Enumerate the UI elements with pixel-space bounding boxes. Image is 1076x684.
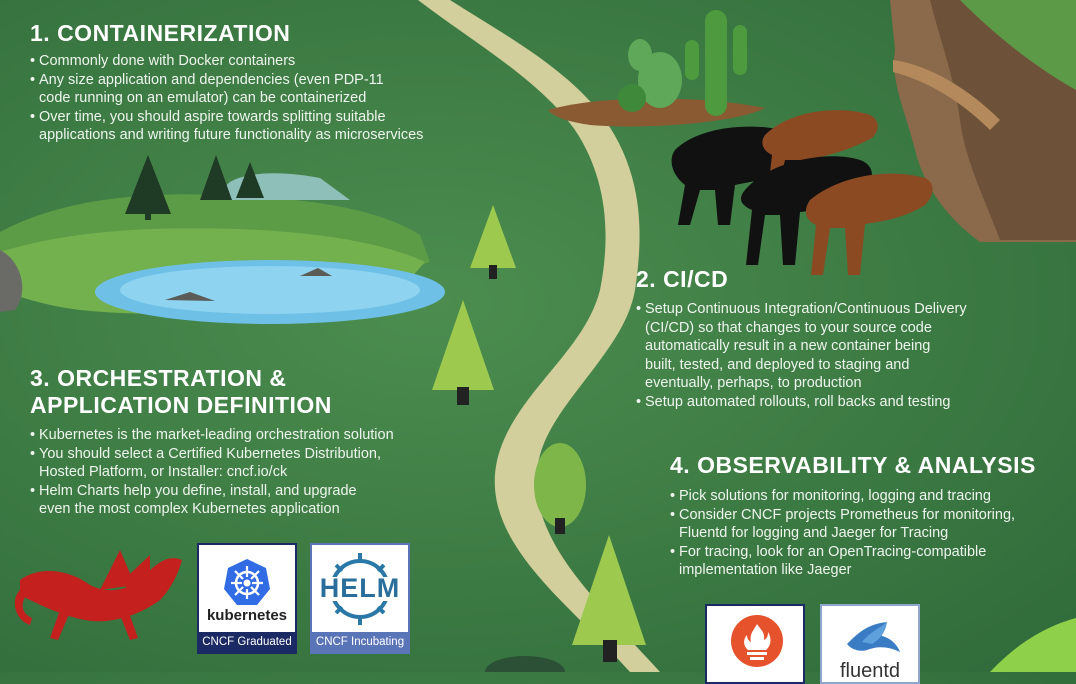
- list-item: Any size application and dependencies (e…: [30, 71, 423, 108]
- observability-bullets: Pick solutions for monitoring, logging a…: [670, 487, 1015, 580]
- fluentd-badge: fluentd: [820, 604, 920, 684]
- helm-wheel-icon: [326, 553, 394, 625]
- fluentd-bird-icon: [847, 622, 900, 652]
- kubernetes-status-caption: CNCF Graduated: [199, 632, 295, 652]
- list-item: Pick solutions for monitoring, logging a…: [670, 487, 1015, 506]
- list-item: Commonly done with Docker containers: [30, 52, 423, 71]
- kubernetes-wordmark: kubernetes: [206, 607, 288, 624]
- list-item: Kubernetes is the market-leading orchest…: [30, 426, 394, 445]
- conifer-trees-illustration: [125, 155, 264, 220]
- ci-cd-bullets: Setup Continuous Integration/Continuous …: [636, 300, 967, 412]
- bulls-illustration: [671, 110, 933, 275]
- helm-badge: HELM CNCF Incubating: [310, 543, 410, 654]
- path-trees-illustration: [432, 205, 1076, 672]
- list-item: Over time, you should aspire towards spl…: [30, 108, 423, 145]
- orchestration-bullets: Kubernetes is the market-leading orchest…: [30, 426, 394, 519]
- section-heading-orchestration: 3. ORCHESTRATION & APPLICATION DEFINITIO…: [30, 365, 332, 418]
- section-heading-observability: 4. OBSERVABILITY & ANALYSIS: [670, 452, 1036, 478]
- cliff-illustration: [890, 0, 1076, 242]
- kubernetes-wheel-icon: [224, 559, 270, 605]
- prometheus-flame-icon: [731, 615, 783, 667]
- list-item: Setup automated rollouts, roll backs and…: [636, 393, 967, 412]
- helm-status-caption: CNCF Incubating: [312, 632, 408, 652]
- list-item: Consider CNCF projects Prometheus for mo…: [670, 506, 1015, 543]
- list-item: You should select a Certified Kubernetes…: [30, 445, 394, 482]
- kubernetes-badge: kubernetes CNCF Graduated: [197, 543, 297, 654]
- section-heading-containerization: 1. CONTAINERIZATION: [30, 20, 291, 46]
- list-item: For tracing, look for an OpenTracing-com…: [670, 543, 1015, 580]
- prometheus-badge: [705, 604, 805, 684]
- list-item: Helm Charts help you define, install, an…: [30, 482, 394, 519]
- dragon-illustration: [14, 550, 182, 640]
- containerization-bullets: Commonly done with Docker containers Any…: [30, 52, 423, 145]
- list-item: Setup Continuous Integration/Continuous …: [636, 300, 967, 393]
- winding-path: [418, 0, 660, 672]
- cactus-island-illustration: [548, 10, 765, 127]
- lake-landscape-illustration: [0, 173, 445, 324]
- section-heading-ci-cd: 2. CI/CD: [636, 266, 729, 292]
- helm-wordmark: HELM: [319, 573, 401, 603]
